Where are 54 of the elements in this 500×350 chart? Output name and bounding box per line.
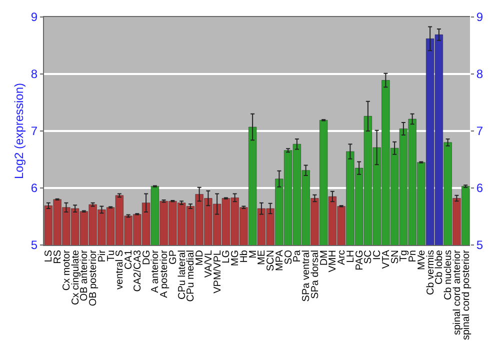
y2-tick-label: 9	[476, 10, 484, 24]
x-tick-label: SCN	[266, 250, 277, 272]
x-tick-label: LH	[345, 250, 356, 263]
y2-tick-label: 8	[476, 67, 484, 82]
x-tick-label: SO	[283, 250, 294, 264]
x-tick-label: LS	[44, 250, 55, 262]
x-tick-label: VTA	[380, 250, 392, 269]
y-tick-label: 7	[30, 124, 38, 138]
x-tick-label: Arc	[336, 250, 348, 265]
x-tick-label: DG	[141, 250, 152, 265]
x-tick-label: OB anterior	[79, 249, 90, 302]
x-tick-label: MPA	[274, 250, 286, 271]
x-tick-label: VPM/VPL	[212, 250, 224, 294]
x-tick-label: Cb nucleus	[443, 250, 454, 300]
x-tick-label: Cx motor	[61, 249, 72, 291]
x-tick-label: Cb lobe	[434, 250, 446, 284]
x-tick-label: CA1	[124, 250, 135, 270]
x-tick-label: A posterior	[159, 249, 170, 298]
x-tick-label: GP	[168, 250, 179, 264]
x-tick-label: Cx cingulate	[70, 250, 82, 306]
x-tick-label: Hb	[238, 250, 250, 263]
x-tick-label: Tu	[106, 250, 117, 262]
x-tick-label: MVe	[416, 250, 428, 270]
x-tick-label: VMH	[328, 250, 339, 272]
x-tick-label: CA2/CA3	[132, 250, 144, 292]
x-tick-label: Pa	[292, 250, 304, 262]
x-tick-label: M	[248, 250, 259, 258]
y2-tick-label: 7	[476, 124, 484, 138]
y2-tick-label: 6	[476, 181, 484, 196]
y-axis-title: Log2 (expression)	[12, 82, 26, 180]
y-tick-label: 6	[30, 181, 38, 196]
x-tick-label: LG	[221, 250, 232, 264]
y2-tick-label: 5	[476, 238, 484, 252]
y-tick-label: 8	[30, 67, 38, 82]
x-tick-label: PAG	[354, 250, 366, 270]
x-tick-label: spinal cord anterior	[452, 249, 463, 336]
x-tick-label: RS	[52, 250, 64, 264]
y-tick-label: 5	[30, 238, 38, 252]
x-tick-label: ventral S	[114, 250, 126, 290]
x-tick-label: CPu medial	[186, 250, 197, 302]
x-tick-label: Tg	[398, 250, 410, 262]
x-tick-label: SPa dorsal	[310, 250, 321, 299]
x-tick-label: Pn	[408, 250, 419, 262]
x-tick-label: spinal cord posterior	[460, 249, 472, 340]
x-tick-label: OB posterior	[88, 249, 100, 306]
x-tick-label: SC	[363, 250, 374, 264]
x-tick-label: Pir	[96, 249, 108, 262]
y-tick-label: 9	[30, 10, 38, 24]
x-tick-label: DM	[318, 250, 330, 266]
x-tick-label: ME	[256, 250, 268, 265]
x-tick-label: A anterior	[150, 249, 162, 293]
x-tick-label: SN	[390, 250, 401, 264]
x-tick-label: IC	[372, 250, 384, 260]
x-tick-label: VA/VL	[203, 250, 214, 278]
